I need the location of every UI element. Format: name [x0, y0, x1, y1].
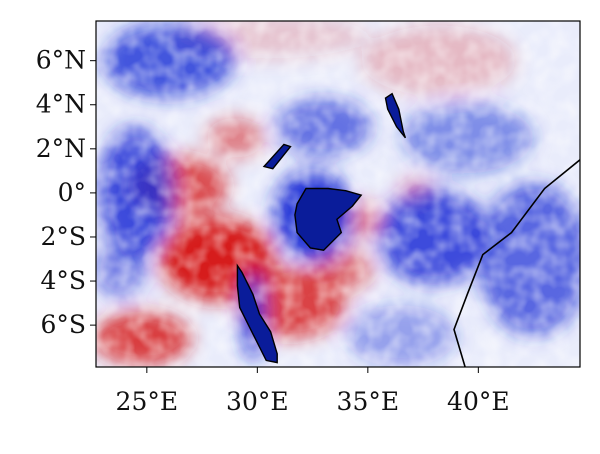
lake-albert	[262, 143, 292, 170]
lake-turkana	[384, 92, 407, 139]
x-tick-label: 40°E	[447, 387, 510, 416]
y-tick-label: 4°S	[40, 266, 86, 295]
lakes-layer	[236, 92, 407, 364]
x-tick-label: 25°E	[116, 387, 179, 416]
y-tick-label: 0°	[58, 178, 86, 207]
y-tick-label: 6°S	[40, 310, 86, 339]
lake-tanganyika	[236, 263, 278, 364]
y-tick-label: 2°N	[36, 134, 86, 163]
y-tick-label: 4°N	[36, 90, 86, 119]
lake-victoria	[294, 187, 363, 251]
coastline	[453, 159, 580, 367]
map-frame	[95, 20, 581, 368]
longitude-axis: 25°E 30°E 35°E 40°E	[116, 367, 510, 416]
x-tick-label: 35°E	[337, 387, 400, 416]
y-tick-label: 6°N	[36, 46, 86, 75]
y-tick-label: 2°S	[40, 222, 86, 251]
x-tick-label: 30°E	[226, 387, 289, 416]
latitude-axis: 6°N 4°N 2°N 0° 2°S 4°S 6°S	[36, 46, 96, 339]
